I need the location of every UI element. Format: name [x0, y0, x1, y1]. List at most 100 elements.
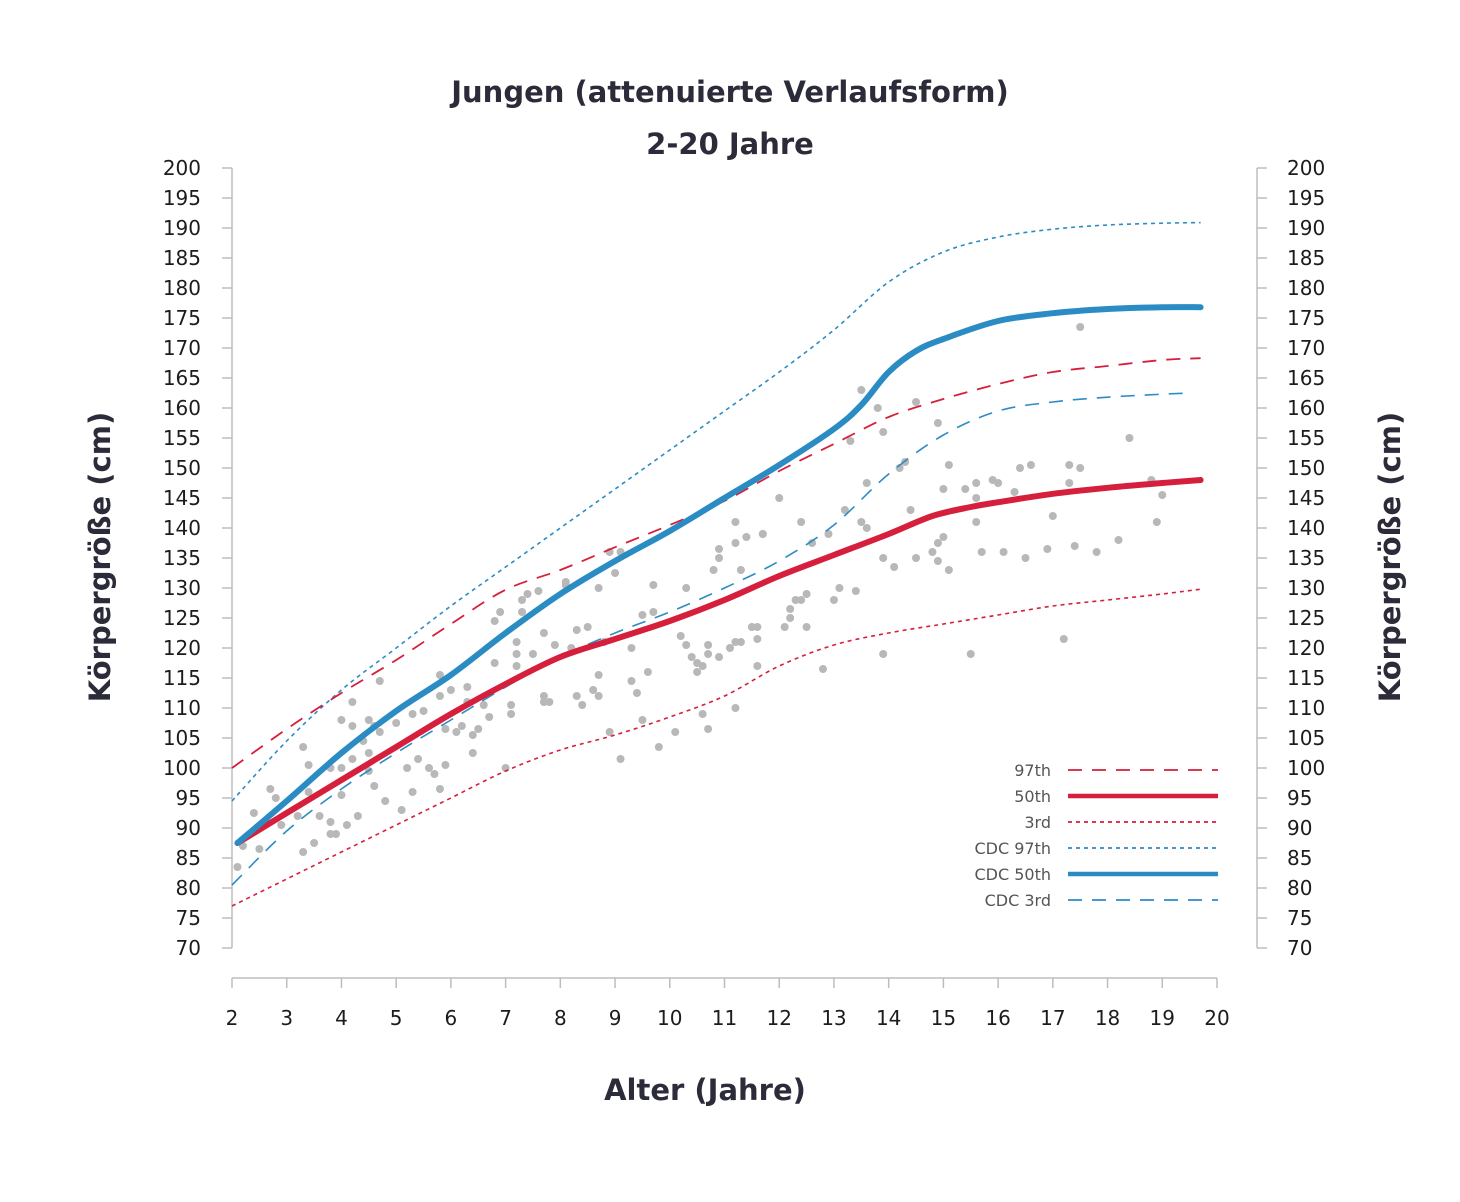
x-tick-label: 3 [280, 1006, 293, 1030]
data-point [671, 728, 680, 736]
legend: 97th 50th 3rd CDC 97th CDC 50th CDC 3rd [974, 761, 1218, 910]
data-point [512, 638, 521, 646]
y-tick-label-left: 110 [163, 696, 201, 720]
data-point [704, 725, 713, 733]
data-point [485, 713, 494, 721]
axes [231, 168, 1258, 979]
data-point [944, 566, 953, 574]
x-tick-label: 14 [876, 1006, 901, 1030]
legend-label: CDC 3rd [985, 891, 1051, 910]
data-point [1076, 464, 1085, 472]
y-tick-label-right: 80 [1287, 876, 1312, 900]
data-point [802, 590, 811, 598]
data-point [370, 782, 379, 790]
y-tick-label-right: 140 [1287, 516, 1325, 540]
x-axis: 2 3 4 5 6 7 8 9 10 11 12 13 14 15 16 17 18 19 20 [226, 978, 1230, 1030]
y-tick-label-left: 165 [163, 366, 201, 390]
x-tick-label: 8 [554, 1006, 567, 1030]
data-point [682, 584, 691, 592]
data-point [430, 770, 439, 778]
x-tick-label: 15 [931, 1006, 956, 1030]
data-point [342, 821, 351, 829]
y-tick-label-left: 115 [163, 666, 201, 690]
y-axis-left: 70 75 80 85 90 95 100 105 110 115 120 125 130 135 140 1… [163, 156, 232, 960]
chart-title: Jungen (attenuierte Verlaufsform) [449, 75, 1008, 109]
x-tick-label: 5 [390, 1006, 403, 1030]
data-point [468, 749, 477, 757]
data-point [1059, 635, 1068, 643]
data-point [397, 806, 406, 814]
data-point [649, 581, 658, 589]
data-point [862, 479, 871, 487]
y-tick-label-right: 90 [1287, 816, 1312, 840]
data-point [583, 623, 592, 631]
y-tick-label-left: 145 [163, 486, 201, 510]
data-point [791, 596, 800, 604]
data-point [1076, 323, 1085, 331]
data-point [687, 653, 696, 661]
data-point [594, 584, 603, 592]
data-point [1021, 554, 1030, 562]
data-point [840, 506, 849, 514]
data-point [572, 626, 581, 634]
x-axis-title: Alter (Jahre) [604, 1073, 806, 1107]
data-point [326, 830, 335, 838]
data-point [441, 725, 450, 733]
y-tick-label-left: 135 [163, 546, 201, 570]
data-point [972, 494, 981, 502]
y-tick-label-right: 130 [1287, 576, 1325, 600]
data-point [627, 677, 636, 685]
data-point [1158, 491, 1167, 499]
data-point [348, 698, 357, 706]
data-point [1026, 461, 1035, 469]
data-point [829, 596, 838, 604]
y-tick-label-left: 140 [163, 516, 201, 540]
data-point [654, 743, 663, 751]
series-line-cdc-50th [234, 304, 1204, 846]
y-tick-label-right: 160 [1287, 396, 1325, 420]
data-point [879, 554, 888, 562]
data-point [851, 587, 860, 595]
data-point [862, 524, 871, 532]
data-point [753, 662, 762, 670]
series-line-cdc-97th [231, 221, 1201, 802]
data-point [435, 671, 444, 679]
y-tick-label-right: 195 [1287, 186, 1325, 210]
data-point [890, 563, 899, 571]
y-tick-label-left: 175 [163, 306, 201, 330]
data-point [539, 692, 548, 700]
data-point [452, 728, 461, 736]
y-tick-label-left: 120 [163, 636, 201, 660]
y-tick-label-right: 185 [1287, 246, 1325, 270]
y-tick-label-right: 180 [1287, 276, 1325, 300]
data-point [632, 689, 641, 697]
data-point [616, 755, 625, 763]
data-point [725, 644, 734, 652]
y-tick-label-left: 80 [176, 876, 201, 900]
data-point [944, 461, 953, 469]
data-point [233, 863, 242, 871]
y-tick-label-right: 125 [1287, 606, 1325, 630]
data-point [348, 755, 357, 763]
y-tick-label-left: 150 [163, 456, 201, 480]
data-point [605, 728, 614, 736]
data-point [375, 728, 384, 736]
data-point [353, 812, 362, 820]
data-point [1114, 536, 1123, 544]
y-tick-label-left: 190 [163, 216, 201, 240]
data-point [912, 398, 921, 406]
data-point [775, 494, 784, 502]
data-point [1048, 512, 1057, 520]
y-tick-label-right: 95 [1287, 786, 1312, 810]
y-tick-label-right: 165 [1287, 366, 1325, 390]
data-point [736, 638, 745, 646]
y-tick-label-right: 100 [1287, 756, 1325, 780]
y-tick-label-right: 85 [1287, 846, 1312, 870]
data-point [879, 428, 888, 436]
data-point [1125, 434, 1134, 442]
y-tick-label-right: 170 [1287, 336, 1325, 360]
y-tick-label-left: 125 [163, 606, 201, 630]
data-point [293, 812, 302, 820]
data-point [939, 485, 948, 493]
chart-subtitle: 2-20 Jahre [646, 127, 814, 161]
